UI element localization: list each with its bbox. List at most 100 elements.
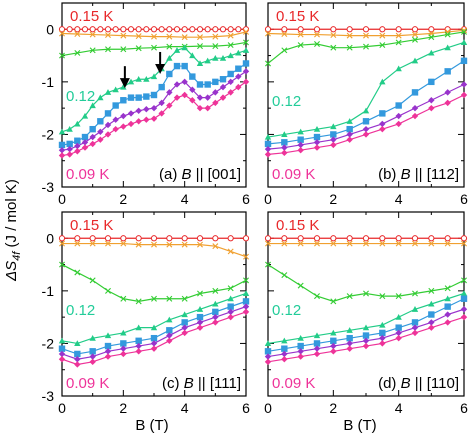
data-point — [428, 78, 435, 86]
data-point — [395, 324, 402, 331]
x-tick-label: 4 — [181, 191, 189, 207]
data-point — [428, 287, 435, 294]
data-point — [196, 26, 204, 33]
data-point — [204, 81, 211, 88]
temp-label-top: 0.15 K — [276, 217, 319, 234]
data-point — [150, 340, 158, 347]
data-point — [212, 33, 219, 40]
y-tick-label: -2 — [42, 126, 55, 142]
data-point — [313, 125, 321, 132]
panel-d: 0 2 4 6 0.15 K 0.12 0.09 K (d) B || [110] — [264, 211, 468, 416]
data-point — [66, 140, 73, 148]
data-point — [196, 306, 204, 312]
data-point — [135, 337, 142, 344]
data-point — [330, 123, 337, 130]
series-line — [267, 264, 465, 303]
x-tick-label: 0 — [58, 400, 66, 416]
data-point — [197, 290, 203, 297]
data-point — [412, 290, 418, 297]
data-point — [59, 261, 65, 268]
data-point — [297, 353, 304, 360]
data-point — [166, 33, 173, 40]
panels: 0-1-2-30 2 4 60.15 K0.120.09 K (a) B || [001… — [42, 2, 468, 416]
data-point — [227, 32, 234, 39]
data-point — [235, 26, 242, 33]
data-point — [181, 26, 188, 33]
data-point — [104, 348, 112, 355]
data-point — [428, 104, 435, 112]
data-point — [196, 324, 204, 331]
data-point — [313, 340, 321, 347]
data-point — [428, 97, 435, 104]
data-point — [379, 321, 386, 328]
data-point — [120, 112, 127, 120]
y-tick-label: -1 — [42, 283, 55, 299]
data-point — [227, 78, 234, 86]
data-point — [181, 295, 188, 302]
series-4 — [264, 290, 468, 346]
data-point — [212, 235, 219, 242]
data-point — [166, 102, 173, 109]
data-point — [74, 26, 81, 33]
data-point — [189, 97, 196, 104]
data-point — [166, 89, 173, 96]
series-line — [62, 242, 247, 258]
data-point — [151, 33, 157, 40]
data-point — [196, 319, 204, 326]
data-point — [97, 94, 104, 101]
data-point — [212, 300, 219, 307]
data-point — [150, 235, 158, 242]
data-point — [428, 311, 435, 318]
data-point — [227, 52, 234, 59]
data-point — [362, 125, 370, 133]
data-point — [135, 94, 142, 101]
data-point — [264, 140, 272, 148]
series-5 — [264, 57, 468, 148]
data-point — [135, 45, 142, 52]
data-point — [104, 89, 112, 95]
data-point — [212, 89, 219, 96]
data-point — [460, 313, 468, 321]
data-point — [395, 26, 402, 33]
y-tick-label: -3 — [42, 179, 55, 195]
data-point — [235, 49, 242, 56]
data-point — [264, 340, 272, 346]
temp-label-top: 0.15 K — [70, 217, 113, 234]
data-point — [227, 285, 234, 292]
data-point — [151, 44, 157, 51]
data-point — [212, 287, 219, 294]
data-point — [89, 240, 96, 247]
data-point — [411, 112, 419, 120]
data-point — [460, 235, 468, 242]
data-point — [411, 104, 419, 112]
data-point — [297, 128, 304, 135]
data-point — [242, 308, 250, 316]
data-point — [81, 144, 89, 151]
data-point — [281, 47, 288, 54]
data-point — [196, 81, 204, 88]
data-point — [264, 133, 272, 140]
data-point — [89, 26, 96, 33]
data-point — [444, 319, 451, 326]
data-point — [346, 235, 353, 242]
data-point — [189, 86, 196, 93]
data-point — [120, 240, 127, 247]
data-point — [428, 235, 435, 242]
panel-label: (c) B || [111] — [162, 375, 241, 392]
data-point — [379, 125, 386, 133]
data-point — [112, 102, 119, 109]
data-point — [219, 76, 227, 83]
data-point — [104, 121, 112, 129]
data-point — [264, 353, 272, 360]
data-point — [362, 107, 370, 114]
panel-c: 0-1-2-30 2 4 60.15 K0.120.09 K (c) B || [111… — [42, 211, 250, 416]
data-point — [89, 348, 96, 355]
series-1 — [58, 235, 250, 242]
data-point — [97, 128, 104, 135]
data-point — [297, 31, 304, 38]
data-point — [395, 120, 402, 128]
data-point — [281, 345, 288, 352]
data-point — [150, 104, 158, 112]
data-point — [120, 83, 127, 90]
data-point — [219, 55, 227, 61]
